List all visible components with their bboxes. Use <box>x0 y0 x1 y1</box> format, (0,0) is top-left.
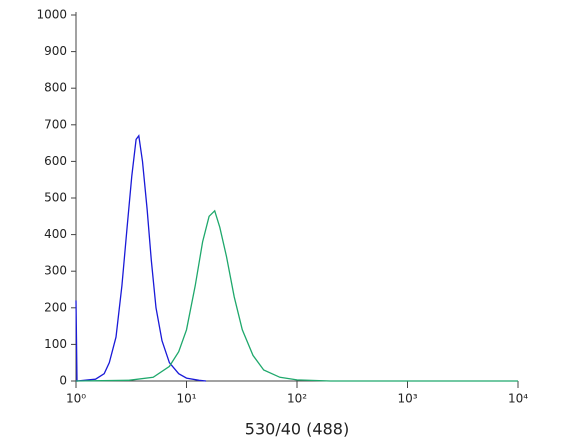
y-tick-label: 100 <box>44 337 67 351</box>
x-tick-label: 10⁰ <box>66 392 86 406</box>
y-tick-label: 600 <box>44 154 67 168</box>
y-tick-label: 200 <box>44 300 67 314</box>
y-tick-label: 300 <box>44 264 67 278</box>
x-tick-label: 10² <box>287 392 307 406</box>
y-tick-label: 1000 <box>36 8 67 22</box>
histogram-line <box>75 209 518 382</box>
x-tick-label: 10³ <box>397 392 417 406</box>
y-tick-label: 0 <box>59 374 67 388</box>
x-tick-label: 10⁴ <box>508 392 528 406</box>
x-axis-label: 530/40 (488) <box>245 420 349 439</box>
y-tick-label: 700 <box>44 117 67 131</box>
histogram-line <box>75 134 207 382</box>
y-tick-label: 400 <box>44 227 67 241</box>
y-tick-label: 500 <box>44 191 67 205</box>
x-tick-label: 10¹ <box>176 392 196 406</box>
y-tick-label: 900 <box>44 44 67 58</box>
y-tick-label: 800 <box>44 81 67 95</box>
